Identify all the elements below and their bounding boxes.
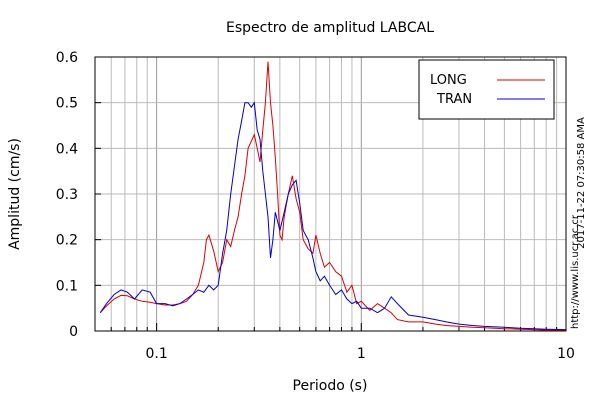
- legend: LONG TRAN: [418, 59, 555, 120]
- x-tick-label: 0.1: [145, 346, 167, 362]
- y-tick-label: 0: [69, 324, 78, 340]
- x-tick-label: 10: [557, 346, 575, 362]
- y-tick-label: 0.2: [56, 233, 78, 249]
- series-line-tran: [99, 101, 567, 331]
- timestamp-label: 2017-11-22 07:30:58 AMA: [576, 117, 587, 249]
- series-group: [99, 61, 567, 331]
- chart-title: Espectro de amplitud LABCAL: [226, 20, 434, 36]
- website-label: http://www.lis.ucr.ac.cr: [570, 214, 581, 329]
- y-tick-label: 0.6: [56, 50, 78, 66]
- y-tick-label: 0.4: [56, 141, 78, 157]
- legend-label-long: LONG: [430, 73, 467, 88]
- x-axis-label: Periodo (s): [293, 378, 368, 394]
- y-axis-label: Amplitud (cm/s): [7, 138, 23, 250]
- legend-label-tran: TRAN: [436, 92, 472, 107]
- series-line-long: [99, 61, 566, 331]
- legend-box: [418, 59, 555, 120]
- y-tick-label: 0.3: [56, 187, 78, 203]
- y-tick-label: 0.1: [56, 278, 78, 294]
- x-tick-label: 1: [357, 346, 366, 362]
- axis-ticks: 0 0.1 0.2 0.3 0.4 0.5 0.6 0.1 1 10: [56, 50, 575, 362]
- y-tick-label: 0.5: [56, 96, 78, 112]
